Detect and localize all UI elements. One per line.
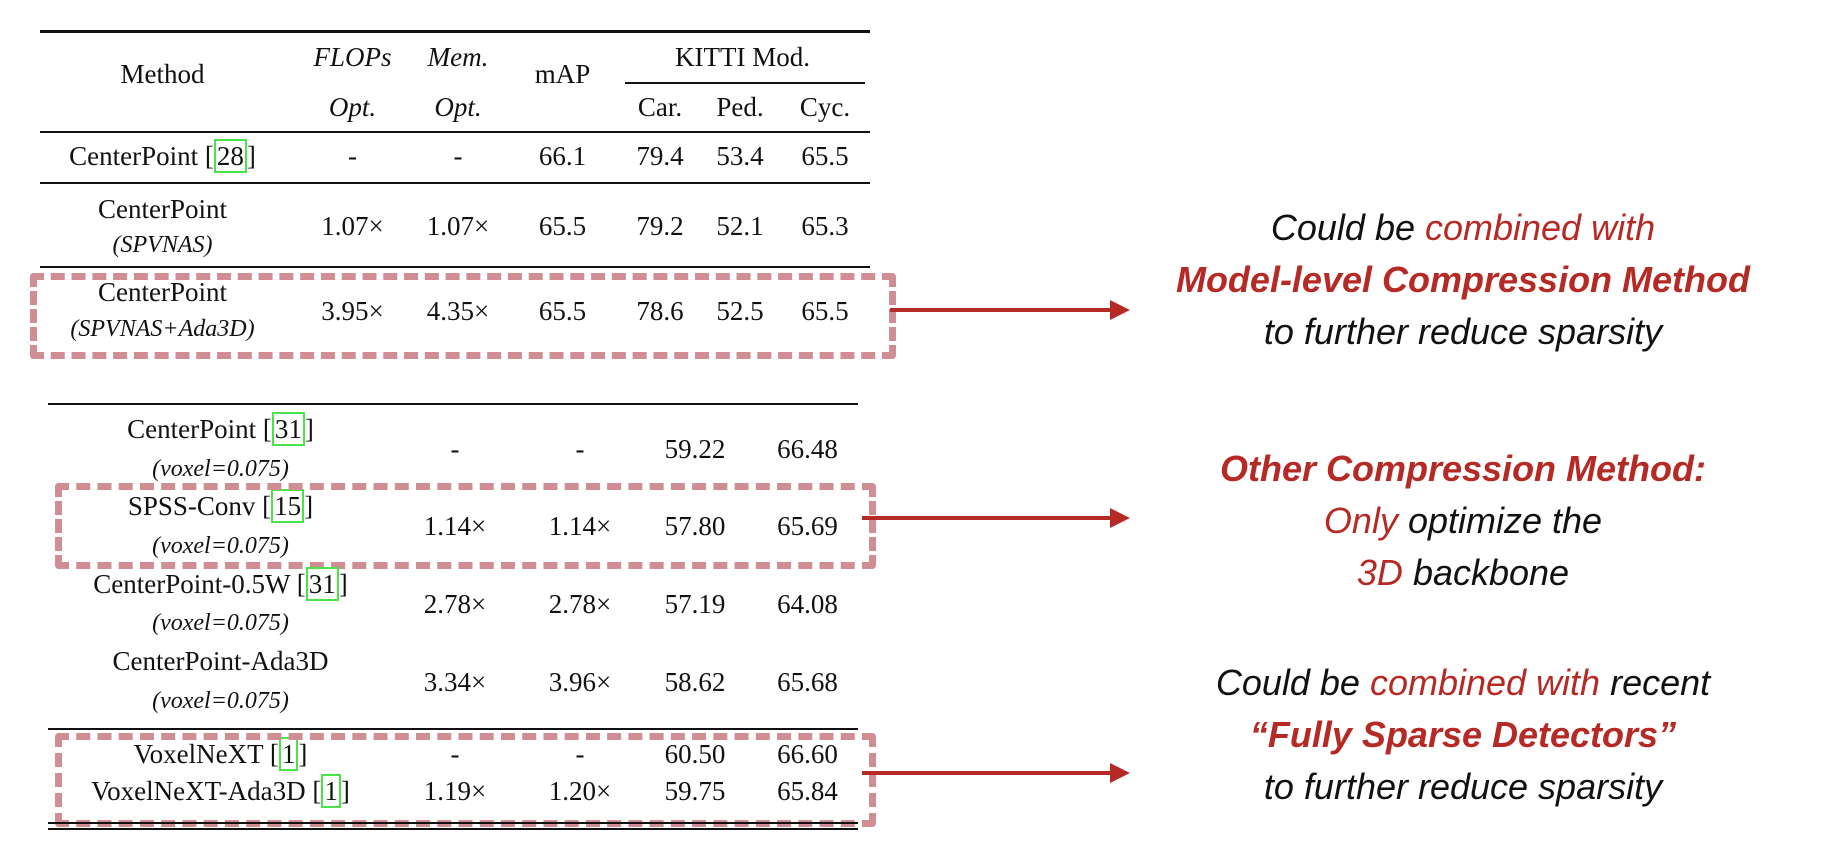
table-row: VoxelNeXT-Ada3D [1] <box>91 774 350 808</box>
header-cyc: Cyc. <box>799 92 851 122</box>
cell-value-2: 66.48 <box>777 434 838 464</box>
citation-link[interactable]: 1 <box>321 774 341 808</box>
cell-ped: 52.1 <box>716 211 764 241</box>
cell-map: 66.1 <box>538 141 587 171</box>
citation-link[interactable]: 15 <box>271 489 305 523</box>
cell-cyc: 65.3 <box>801 211 849 241</box>
highlight-box-voxelnext <box>55 733 876 827</box>
cell-map: 65.5 <box>538 296 587 326</box>
method-variant: (voxel=0.075) <box>152 456 289 482</box>
cell-value-2: 65.68 <box>777 667 838 697</box>
table-row: SPSS-Conv [15] <box>127 489 314 523</box>
table-row: VoxelNeXT [1] <box>133 737 308 771</box>
note-model-level: Could be combined with Model-level Compr… <box>1175 207 1751 352</box>
citation-link[interactable]: 31 <box>305 567 339 601</box>
method-variant: (SPVNAS) <box>112 232 213 258</box>
cell-mem: 1.14× <box>548 511 612 541</box>
cell-value-1: 57.19 <box>664 589 726 619</box>
citation-link[interactable]: 1 <box>278 737 299 771</box>
cell-mem: 3.96× <box>548 667 612 697</box>
arrow-icon <box>862 508 1130 528</box>
method-name: VoxelNeXT-Ada3D [ <box>91 776 322 806</box>
method-name: CenterPoint <box>98 277 227 307</box>
cell-value-2: 66.60 <box>777 739 838 769</box>
note-other-compression: Other Compression Method: Only optimize … <box>1219 448 1707 593</box>
header-ped: Ped. <box>716 92 764 122</box>
cell-flops: 3.95× <box>321 296 384 326</box>
cell-value-1: 59.22 <box>664 434 726 464</box>
table-row: CenterPoint-0.5W [31] <box>93 567 348 601</box>
header-flops-opt: Opt. <box>328 92 377 122</box>
cell-mem: - <box>575 739 585 769</box>
header-method: Method <box>120 59 205 89</box>
table-row: CenterPoint [28] <box>69 139 256 173</box>
table-row: CenterPoint [31] <box>127 412 314 446</box>
note-fully-sparse: Could be combined with recent “Fully Spa… <box>1215 662 1711 807</box>
header-car: Car. <box>637 92 683 122</box>
method-name: SPSS-Conv [ <box>127 491 272 521</box>
method-variant: (voxel=0.075) <box>152 610 289 636</box>
cell-mem: 4.35× <box>426 296 490 326</box>
cell-map: 65.5 <box>538 211 587 241</box>
arrow-icon <box>890 300 1130 320</box>
header-flops: FLOPs <box>313 42 392 72</box>
cell-car: 78.6 <box>636 296 684 326</box>
cell-mem: 1.20× <box>548 776 612 806</box>
cell-value-1: 59.75 <box>664 776 726 806</box>
cell-mem: - <box>575 434 585 464</box>
cell-value-2: 65.84 <box>777 776 838 806</box>
citation-link[interactable]: 28 <box>213 139 247 173</box>
method-variant: (SPVNAS+Ada3D) <box>70 316 255 342</box>
cell-ped: 53.4 <box>716 141 764 171</box>
cell-flops: 2.78× <box>423 589 487 619</box>
cell-mem: 1.07× <box>426 211 490 241</box>
method-name: VoxelNeXT [ <box>133 739 279 769</box>
header-kitti: KITTI Mod. <box>675 42 810 72</box>
method-name: CenterPoint-0.5W [ <box>93 569 306 599</box>
cell-flops: - <box>348 141 357 171</box>
method-name: CenterPoint [ <box>69 141 214 171</box>
highlight-box-spvnas-ada3d <box>30 273 896 359</box>
highlight-box-spss-conv <box>55 483 876 569</box>
cell-flops: 1.14× <box>423 511 487 541</box>
cell-mem: - <box>453 141 463 171</box>
cell-mem: 2.78× <box>548 589 612 619</box>
cell-cyc: 65.5 <box>801 296 849 326</box>
cell-value-1: 58.62 <box>664 667 726 697</box>
arrow-icon <box>862 763 1130 783</box>
header-mem-opt: Opt. <box>434 92 482 122</box>
citation-link[interactable]: 31 <box>271 412 305 446</box>
cell-car: 79.4 <box>636 141 684 171</box>
cell-value-2: 65.69 <box>777 511 838 541</box>
cell-value-1: 60.50 <box>664 739 726 769</box>
cell-flops: 3.34× <box>423 667 487 697</box>
cell-value-2: 64.08 <box>777 589 838 619</box>
cell-flops: - <box>450 739 460 769</box>
cell-value-1: 57.80 <box>664 511 726 541</box>
cell-ped: 52.5 <box>716 296 764 326</box>
method-name: CenterPoint <box>98 194 227 224</box>
header-mem: Mem. <box>427 42 489 72</box>
cell-flops: 1.19× <box>423 776 487 806</box>
cell-flops: - <box>450 434 460 464</box>
cell-car: 79.2 <box>636 211 684 241</box>
method-variant: (voxel=0.075) <box>152 688 289 714</box>
header-map: mAP <box>534 59 591 89</box>
method-name: CenterPoint-Ada3D <box>112 646 329 676</box>
cell-flops: 1.07× <box>321 211 384 241</box>
method-name: CenterPoint [ <box>127 414 272 444</box>
method-variant: (voxel=0.075) <box>152 533 289 559</box>
cell-cyc: 65.5 <box>801 141 849 171</box>
